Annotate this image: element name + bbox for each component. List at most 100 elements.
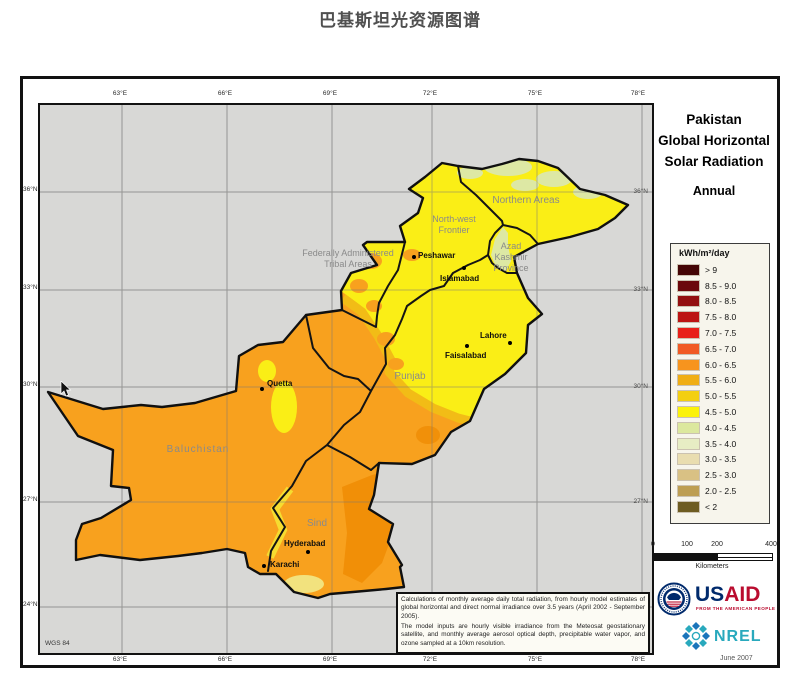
city-label-peshawar: Peshawar [418, 251, 456, 260]
lon-label-bottom: 72°E [422, 656, 438, 663]
lat-label-left: 30°N [23, 381, 38, 388]
province-label-northern-areas: Northern Areas [492, 195, 560, 206]
legend-swatch [677, 295, 700, 308]
methodology-note: Calculations of monthly average daily to… [396, 592, 650, 654]
city-dot-peshawar [412, 255, 416, 259]
lat-label-left: 24°N [23, 601, 38, 608]
legend-row: 6.0 - 6.5 [677, 357, 769, 373]
legend-swatch [677, 279, 700, 292]
map-area: 36°N 33°N 30°N 27°N 24°N Northern Areas … [38, 103, 654, 655]
map-title: Pakistan Global Horizontal Solar Radiati… [648, 110, 780, 201]
scale-bar [653, 553, 773, 561]
lat-label-left: 36°N [23, 186, 38, 193]
legend-swatch [677, 342, 700, 355]
projection-label: WGS 84 [45, 640, 70, 647]
legend-row: 2.5 - 3.0 [677, 467, 769, 483]
city-dot-karachi [262, 564, 266, 568]
national-boundary [46, 157, 630, 600]
province-label-sind: Sind [306, 518, 328, 529]
zone-yellow-south-punjab [457, 435, 483, 519]
usaid-tagline: FROM THE AMERICAN PEOPLE [696, 606, 776, 611]
legend-swatch [677, 327, 700, 340]
province-label-azad-kashmir: Azad Kashmir Province [493, 241, 529, 273]
lon-label-top: 63°E [112, 90, 128, 97]
note-paragraph: Calculations of monthly average daily to… [401, 596, 645, 620]
legend-swatch [677, 421, 700, 434]
pakistan-map-svg [40, 105, 652, 653]
mouse-cursor-icon [60, 381, 72, 397]
city-dot-quetta [260, 387, 264, 391]
legend-row: 3.0 - 3.5 [677, 452, 769, 468]
note-paragraph: The model inputs are hourly visible irra… [401, 622, 645, 647]
legend-swatch [677, 437, 700, 450]
legend-row: 8.0 - 8.5 [677, 294, 769, 310]
scale-tick: 200 [711, 541, 723, 548]
city-label-islamabad: Islamabad [440, 274, 480, 283]
legend-row: 2.0 - 2.5 [677, 483, 769, 499]
scale-unit: Kilometers [695, 563, 729, 570]
legend-swatch [677, 406, 700, 419]
legend-swatch [677, 453, 700, 466]
province-label-punjab: Punjab [394, 371, 426, 382]
lon-label-bottom: 78°E [630, 656, 646, 663]
lat-label-left: 33°N [23, 284, 38, 291]
lat-label-left: 27°N [23, 496, 38, 503]
scale-tick: 0 [651, 541, 655, 548]
legend-swatch [677, 311, 700, 324]
lon-label-bottom: 75°E [527, 656, 543, 663]
map-date: June 2007 [720, 655, 753, 662]
solar-map-figure: 63°E 66°E 69°E 72°E 75°E 78°E 63°E 66°E … [20, 76, 780, 668]
nrel-logo-icon [682, 622, 710, 650]
province-label-fata: Federally Administered Tribal Areas [302, 248, 394, 269]
usaid-seal-icon [657, 582, 691, 616]
province-label-nwfp: North-west Frontier [432, 214, 476, 235]
lon-label-top: 78°E [630, 90, 646, 97]
legend-swatch [677, 469, 700, 482]
map-subtitle: Annual [692, 183, 736, 198]
scale-tick: 400 [765, 541, 777, 548]
city-dot-lahore [508, 341, 512, 345]
legend-swatch [677, 263, 700, 276]
lat-label-right: 30°N [633, 383, 648, 390]
lat-label-right: 27°N [633, 498, 648, 505]
legend-row: 6.5 - 7.0 [677, 341, 769, 357]
lat-label-right: 33°N [633, 286, 648, 293]
lon-label-top: 66°E [217, 90, 233, 97]
legend-row: 7.5 - 8.0 [677, 309, 769, 325]
province-label-baluchistan: Baluchistan [166, 444, 230, 455]
lon-label-top: 75°E [527, 90, 543, 97]
legend-swatch [677, 390, 700, 403]
city-label-hyderabad: Hyderabad [284, 539, 326, 548]
scale-tick: 100 [681, 541, 693, 548]
lon-label-bottom: 69°E [322, 656, 338, 663]
city-label-faisalabad: Faisalabad [445, 351, 487, 360]
page-title: 巴基斯坦光资源图谱 [319, 11, 481, 30]
lon-label-bottom: 63°E [112, 656, 128, 663]
legend-row: 4.5 - 5.0 [677, 404, 769, 420]
legend-row: > 9 [677, 262, 769, 278]
legend-title: kWh/m²/day [679, 248, 730, 258]
lat-label-right: 36°N [633, 188, 648, 195]
legend-row: 8.5 - 9.0 [677, 278, 769, 294]
legend-row: 5.0 - 5.5 [677, 388, 769, 404]
city-label-lahore: Lahore [480, 331, 507, 340]
legend-swatch [677, 500, 700, 513]
zone-pale-delta [284, 575, 324, 593]
lon-label-top: 72°E [422, 90, 438, 97]
legend-row: 3.5 - 4.0 [677, 436, 769, 452]
legend-row: < 2 [677, 499, 769, 515]
city-label-quetta: Quetta [267, 379, 293, 388]
nrel-wordmark: NREL [714, 628, 762, 645]
city-dot-islamabad [462, 266, 466, 270]
legend-swatch [677, 374, 700, 387]
legend-row: 5.5 - 6.0 [677, 373, 769, 389]
lon-label-top: 69°E [322, 90, 338, 97]
zone-yellow-quetta [271, 381, 297, 433]
zone-dark-orange-punjab [416, 426, 440, 444]
lon-label-bottom: 66°E [217, 656, 233, 663]
province-boundaries [267, 165, 539, 572]
zone-yellow-quetta2 [258, 360, 276, 382]
legend-box: kWh/m²/day > 9 8.5 - 9.0 8.0 - 8.5 7.5 -… [670, 243, 770, 524]
graticule-over [40, 105, 652, 653]
